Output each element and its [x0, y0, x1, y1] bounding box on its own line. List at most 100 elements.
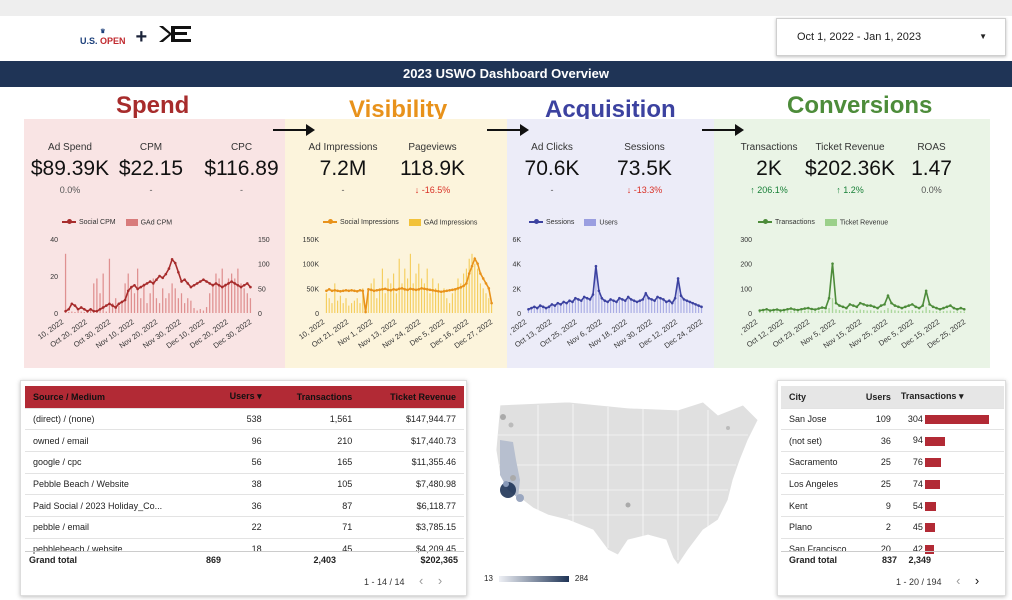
chart-point [571, 300, 574, 304]
chart-point [775, 308, 779, 311]
chart-point [831, 262, 834, 265]
chart-bar [177, 298, 179, 313]
column-header[interactable]: Ticket Revenue [390, 391, 456, 402]
chart-bar [779, 311, 782, 313]
chart-point [629, 298, 633, 301]
date-range-picker[interactable]: Oct 1, 2022 - Jan 1, 2023 ▼ [776, 18, 1006, 56]
chart-bar [71, 311, 73, 313]
chart-bar [362, 288, 364, 313]
chart-point [952, 306, 956, 310]
chart-point [76, 308, 80, 311]
chart-bar [894, 310, 896, 313]
transactions-metric: Transactions 2K ↑ 206.1% [734, 142, 804, 195]
chart-bar [407, 278, 409, 313]
chart-point [227, 282, 230, 285]
chart-point [959, 306, 963, 310]
city-cell: Los Angeles [781, 472, 860, 495]
us-map [495, 401, 759, 566]
chart-point [358, 289, 362, 292]
chart-bar [960, 311, 962, 313]
chart-bar [645, 293, 647, 313]
table-cell: 18 [208, 537, 270, 560]
chart-point [845, 306, 848, 310]
prev-page-icon[interactable]: ‹ [419, 573, 424, 588]
chart-bar [240, 283, 242, 313]
chart-point [623, 299, 627, 302]
table-row[interactable]: google / cpc 56 165 $11,355.46 [25, 450, 464, 474]
prev-page-icon[interactable]: ‹ [956, 573, 961, 588]
chart-point [872, 305, 876, 309]
table-row[interactable]: Paid Social / 2023 Holiday_Co... 36 87 $6,1… [25, 494, 464, 517]
chart-point [428, 288, 432, 292]
table-row[interactable]: pebble / email 22 71 $3,785.15 [25, 515, 464, 539]
column-header[interactable]: City [789, 391, 807, 402]
chart-bar [64, 253, 67, 313]
chart-bar [102, 273, 104, 313]
chart-bar [384, 293, 386, 313]
table-cell: pebblebeach / website [25, 537, 209, 560]
y-tick-label: 6K [512, 237, 521, 244]
chart-bar [471, 253, 473, 313]
chart-bar [536, 308, 538, 313]
table-row[interactable]: Kent 9 54 [781, 494, 1004, 517]
chart-point [700, 305, 703, 309]
chart-bar [404, 268, 406, 313]
table-row[interactable]: pebblebeach / website 18 45 $4,209.45 [25, 537, 464, 560]
column-header[interactable]: Transactions [296, 391, 353, 402]
chart-bar [218, 278, 220, 313]
users-cell: 36 [859, 429, 895, 452]
chart-point [411, 288, 415, 291]
chart-bar [563, 301, 565, 313]
chart-point [949, 304, 952, 307]
chart-bar [890, 309, 893, 313]
chart-point [594, 264, 598, 268]
y-tick-label: 200 [740, 262, 752, 269]
table-cell: 22 [208, 515, 270, 539]
next-page-icon[interactable]: › [437, 573, 443, 588]
chart-point [644, 291, 648, 295]
chart-point [451, 288, 454, 292]
chart-bar [921, 310, 924, 313]
chart-point [130, 285, 133, 289]
flow-arrow-icon [702, 124, 744, 136]
column-header[interactable]: Transactions ▾ [900, 391, 964, 402]
chart-point [858, 301, 862, 305]
column-header[interactable]: Users [865, 391, 891, 402]
logo: ♛ U.S. OPEN + [80, 22, 193, 52]
chart-bar [212, 283, 214, 313]
chart-point [585, 296, 589, 300]
table-row[interactable]: (direct) / (none) 538 1,561 $147,944.77 [25, 407, 464, 430]
chart-point [538, 304, 542, 307]
chart-point [632, 299, 636, 302]
table-row[interactable]: Sacramento 25 76 [781, 450, 1004, 474]
chart-point [164, 272, 168, 276]
geo-map[interactable]: 13 284 [478, 380, 768, 592]
legend-item: Social CPM [62, 219, 116, 226]
column-header[interactable]: Users ▾ [229, 391, 262, 402]
table-row[interactable]: owned / email 96 210 $17,440.73 [25, 429, 464, 452]
chart-point [344, 289, 348, 292]
chart-point [682, 298, 686, 301]
chart-point [612, 299, 615, 302]
chart-bar [804, 310, 806, 313]
chart-point [375, 289, 379, 292]
table-row[interactable]: (not set) 36 94 [781, 429, 1004, 452]
chart-point [378, 288, 381, 292]
next-page-icon[interactable]: › [974, 573, 980, 588]
chart-bar [398, 258, 400, 313]
table-row[interactable]: San Francisco 20 42 [781, 537, 1004, 560]
transactions-bar [924, 479, 941, 489]
chart-bar [824, 310, 827, 313]
table-row[interactable]: San Jose 109 304 [781, 407, 1004, 430]
chart-point [559, 303, 563, 306]
table-row[interactable]: Plano 2 45 [781, 515, 1004, 539]
table-row[interactable]: Pebble Beach / Website 38 105 $7,480.98 [25, 472, 464, 495]
table-cell: 87 [269, 494, 361, 517]
grand-total-row: Grand total 837 2,349 [781, 551, 1004, 567]
chart-bar [566, 303, 568, 313]
chart-bar [127, 273, 129, 313]
table-cell: 56 [208, 450, 270, 474]
column-header[interactable]: Source / Medium [33, 391, 106, 402]
table-row[interactable]: Los Angeles 25 74 [781, 472, 1004, 495]
